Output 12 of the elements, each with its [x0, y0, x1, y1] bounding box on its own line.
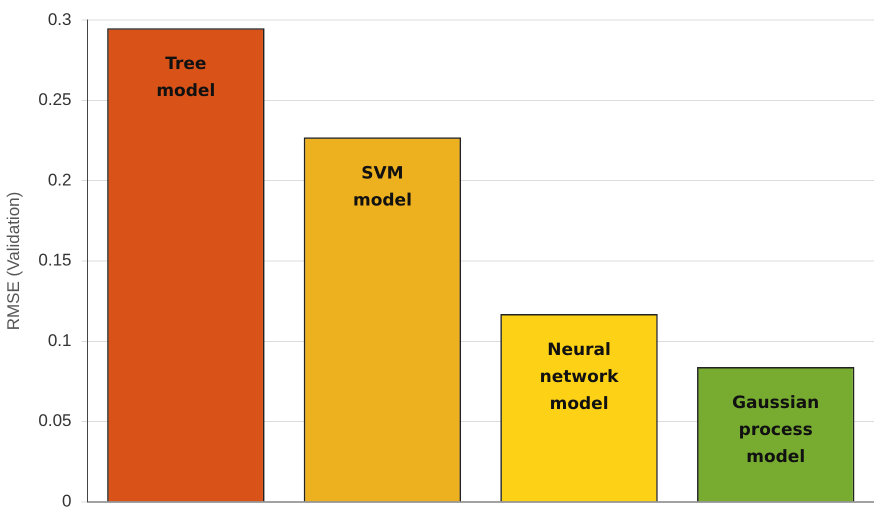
- y-tick-label: 0.15: [38, 250, 72, 270]
- x-tick-label: SVM model: [352, 163, 412, 210]
- y-tick-label: 0.05: [38, 411, 72, 430]
- y-tick-label: 0.3: [48, 10, 72, 29]
- y-tick-label: 0.25: [38, 90, 72, 110]
- y-tick-label: 0.2: [48, 170, 72, 190]
- x-tick-label: Neural network model: [540, 340, 620, 414]
- x-tick-label: Gaussian process model: [732, 392, 820, 467]
- y-axis-title: RMSE (Validation): [4, 192, 23, 330]
- y-tick-label: 0.1: [48, 330, 72, 350]
- y-tick-label: 0: [62, 491, 72, 510]
- x-tick-label: Tree model: [156, 54, 216, 102]
